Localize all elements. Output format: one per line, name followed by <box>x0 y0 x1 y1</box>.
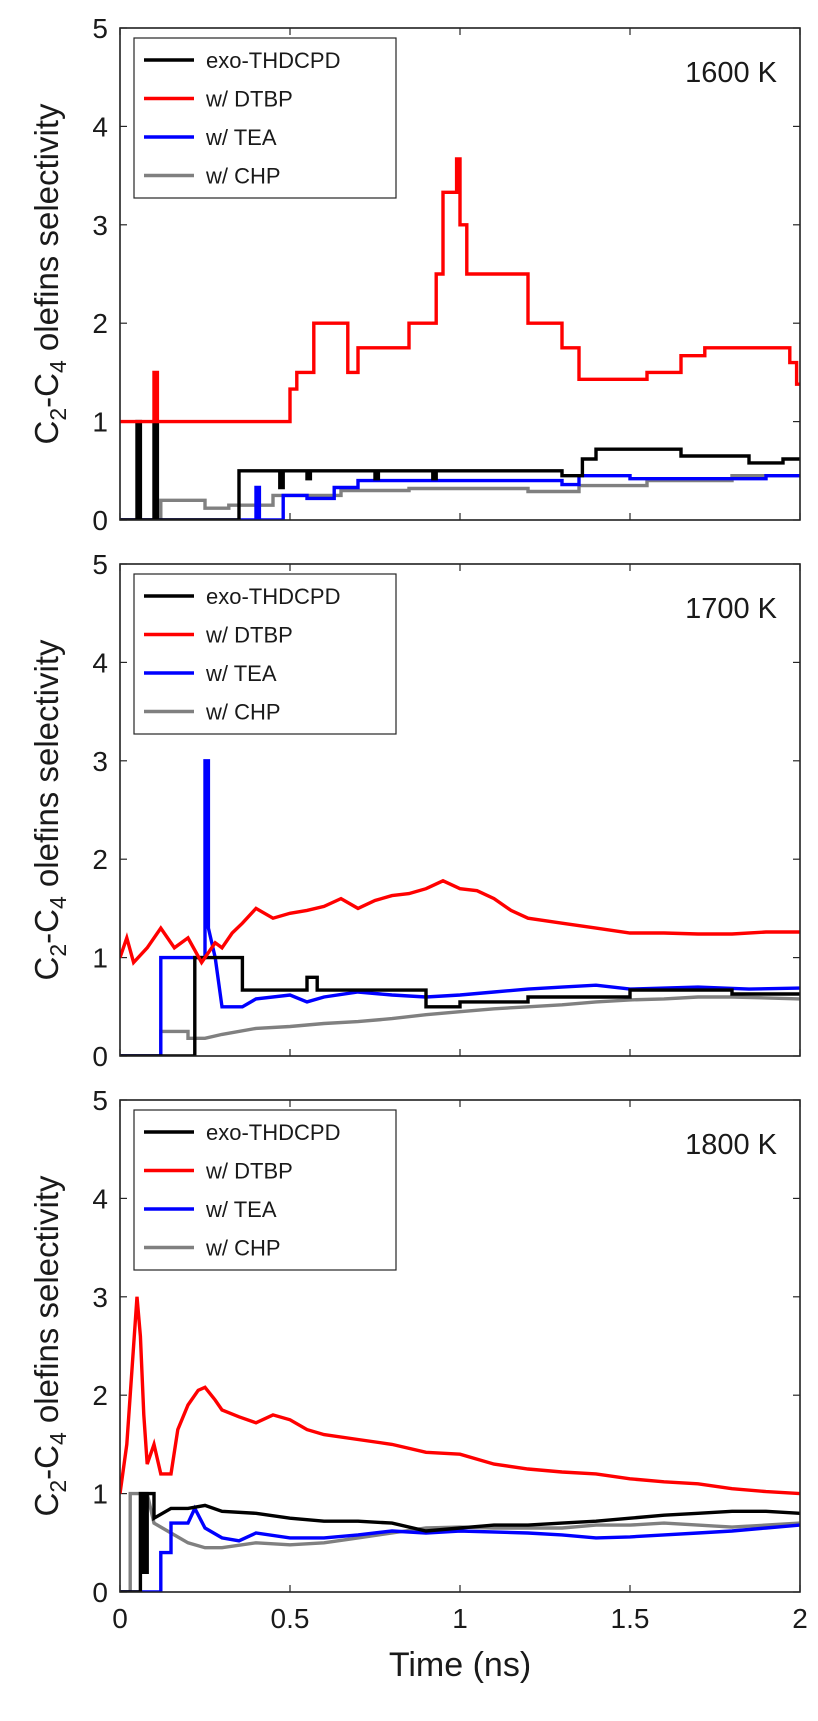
legend-label: w/ CHP <box>205 164 281 189</box>
legend-box <box>133 573 397 735</box>
y-axis-label-part: C <box>28 1493 65 1517</box>
y-axis-label-subscript: 2 <box>45 944 71 957</box>
legend-label: w/ CHP <box>205 700 281 725</box>
legend-label: exo-THDCPD <box>206 48 340 73</box>
legend-label: w/ DTBP <box>205 1159 293 1184</box>
series-line-w-chp <box>120 995 800 1056</box>
y-tick-label: 3 <box>92 210 108 241</box>
legend: exo-THDCPD w/ DTBP w/ TEA w/ CHP <box>133 1109 397 1271</box>
y-tick-label: 2 <box>92 308 108 339</box>
series-line-w-dtbp <box>120 1296 800 1496</box>
series-line-exo-thdcpd <box>120 955 800 1056</box>
legend-label: w/ TEA <box>205 1197 277 1222</box>
series-line-w-chp <box>120 1491 800 1592</box>
y-axis-label-subscript: 4 <box>45 896 71 909</box>
y-axis-label: C2-C4 olefins selectivity <box>28 103 71 445</box>
y-tick-label: 1 <box>92 407 108 438</box>
y-axis-label-part: C <box>28 957 65 981</box>
y-tick-label: 4 <box>92 647 108 678</box>
x-axis-label: Time (ns) <box>389 1646 531 1684</box>
legend-box <box>133 37 397 199</box>
y-tick-label: 3 <box>92 746 108 777</box>
legend-label: w/ DTBP <box>205 87 293 112</box>
legend-label: w/ TEA <box>205 661 277 686</box>
panel-temperature-label: 1600 K <box>685 57 778 89</box>
y-tick-label: 5 <box>92 13 108 44</box>
legend-label: w/ DTBP <box>205 623 293 648</box>
legend-label: w/ TEA <box>205 125 277 150</box>
y-axis-label-part: -C <box>28 373 65 408</box>
y-axis-label: C2-C4 olefins selectivity <box>28 639 71 981</box>
series-line-w-dtbp <box>120 878 800 966</box>
legend: exo-THDCPD w/ DTBP w/ TEA w/ CHP <box>133 573 397 735</box>
y-axis-label-part: -C <box>28 1445 65 1480</box>
y-axis-label-subscript: 4 <box>45 1432 71 1445</box>
legend: exo-THDCPD w/ DTBP w/ TEA w/ CHP <box>133 37 397 199</box>
series-line-exo-thdcpd <box>120 1491 800 1592</box>
axes-frame-top <box>119 27 801 521</box>
y-tick-label: 2 <box>92 844 108 875</box>
y-tick-label: 5 <box>92 1085 108 1116</box>
y-axis-label-subscript: 2 <box>45 1480 71 1493</box>
y-axis-label-subscript: 4 <box>45 360 71 373</box>
y-tick-label: 1 <box>92 1479 108 1510</box>
series-line-w-chp <box>120 474 800 520</box>
x-tick-label: 0 <box>112 1603 128 1634</box>
x-tick-label: 1 <box>452 1603 468 1634</box>
series-line-w-dtbp <box>120 157 800 424</box>
y-tick-label: 5 <box>92 549 108 580</box>
y-axis-label-part: olefins selectivity <box>28 639 65 896</box>
panel-temperature-label: 1800 K <box>685 1129 778 1161</box>
y-tick-label: 4 <box>92 1183 108 1214</box>
y-tick-label: 2 <box>92 1380 108 1411</box>
series-line-w-tea <box>120 474 800 520</box>
y-axis-label-subscript: 2 <box>45 408 71 421</box>
y-axis-label-part: olefins selectivity <box>28 1175 65 1432</box>
series-line-w-tea <box>120 759 800 1056</box>
legend-label: w/ CHP <box>205 1236 281 1261</box>
legend-label: exo-THDCPD <box>206 1120 340 1145</box>
y-tick-label: 0 <box>92 1041 108 1072</box>
y-tick-label: 1 <box>92 943 108 974</box>
x-tick-label: 0.5 <box>271 1603 310 1634</box>
series-line-w-tea <box>120 1504 800 1592</box>
y-tick-label: 4 <box>92 111 108 142</box>
y-axis-label-part: olefins selectivity <box>28 103 65 360</box>
y-tick-label: 0 <box>92 1577 108 1608</box>
axes-frame-top <box>119 1099 801 1593</box>
y-tick-label: 3 <box>92 1282 108 1313</box>
x-tick-label: 2 <box>792 1603 808 1634</box>
y-tick-label: 0 <box>92 505 108 536</box>
x-tick-label: 1.5 <box>611 1603 650 1634</box>
y-axis-label-part: C <box>28 421 65 445</box>
legend-label: exo-THDCPD <box>206 584 340 609</box>
legend-box <box>133 1109 397 1271</box>
series-line-exo-thdcpd <box>120 419 800 520</box>
y-axis-label-part: -C <box>28 909 65 944</box>
y-axis-label: C2-C4 olefins selectivity <box>28 1175 71 1517</box>
axes-frame-top <box>119 563 801 1057</box>
panel-temperature-label: 1700 K <box>685 593 778 625</box>
